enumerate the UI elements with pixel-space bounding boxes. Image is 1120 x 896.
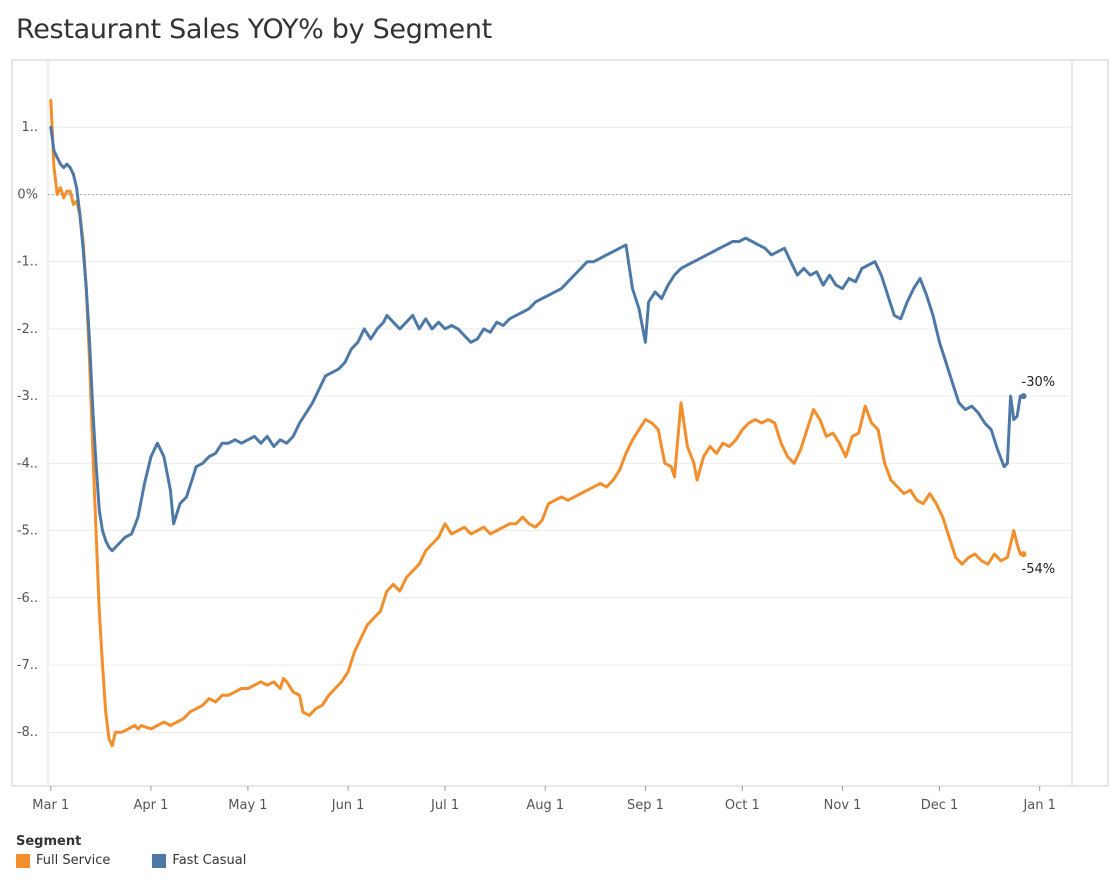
legend-swatch-full-service bbox=[16, 853, 30, 868]
gridlines bbox=[48, 126, 1072, 733]
y-tick-label: 0% bbox=[17, 187, 38, 202]
legend-label-fast-casual: Fast Casual bbox=[172, 853, 247, 868]
x-tick-label: Mar 1 bbox=[32, 798, 69, 813]
end-labels: -54% -30% bbox=[1022, 375, 1056, 577]
y-tick-label: -8.. bbox=[17, 725, 38, 740]
legend-item-full-service[interactable]: Full Service bbox=[16, 853, 110, 868]
x-tick-label: Aug 1 bbox=[526, 798, 564, 813]
x-tick-label: Jul 1 bbox=[430, 798, 459, 813]
series-lines bbox=[49, 98, 1027, 748]
x-tick-label: Nov 1 bbox=[824, 798, 862, 813]
legend: Segment Full Service Fast Casual bbox=[16, 834, 246, 868]
x-axis: Mar 1 Apr 1 May 1 Jun 1 Jul 1 Aug 1 Sep 1 Oct 1… bbox=[32, 786, 1056, 813]
x-tick-label: Jan 1 bbox=[1022, 798, 1055, 813]
legend-label-full-service: Full Service bbox=[36, 853, 111, 868]
legend-swatch-fast-casual bbox=[152, 853, 167, 868]
end-point-full-service[interactable] bbox=[1020, 551, 1027, 558]
legend-title: Segment bbox=[16, 834, 82, 849]
y-tick-label: 1.. bbox=[21, 120, 38, 135]
y-tick-label: -7.. bbox=[17, 658, 38, 673]
series-line-full-service[interactable] bbox=[49, 98, 1025, 748]
end-label-full-service: -54% bbox=[1022, 562, 1056, 577]
y-tick-label: -3.. bbox=[17, 389, 38, 404]
x-tick-label: Oct 1 bbox=[725, 798, 760, 813]
y-tick-label: -4.. bbox=[17, 456, 38, 471]
y-axis: 1.. 0% -1.. -2.. -3.. -4.. -5.. -6.. -7.. -8.. bbox=[17, 120, 38, 740]
y-tick-label: -2.. bbox=[17, 322, 38, 337]
series-line-fast-casual[interactable] bbox=[49, 125, 1025, 553]
x-tick-label: Sep 1 bbox=[627, 798, 664, 813]
y-tick-label: -6.. bbox=[17, 591, 38, 606]
x-tick-label: May 1 bbox=[228, 798, 267, 813]
plot-frame bbox=[11, 59, 1109, 787]
x-tick-label: Apr 1 bbox=[134, 798, 169, 813]
x-tick-label: Dec 1 bbox=[921, 798, 959, 813]
legend-items: Full Service Fast Casual bbox=[16, 853, 246, 868]
legend-item-fast-casual[interactable]: Fast Casual bbox=[152, 853, 246, 868]
chart-title: Restaurant Sales YOY% by Segment bbox=[16, 14, 492, 45]
x-tick-label: Jun 1 bbox=[331, 798, 365, 813]
end-label-fast-casual: -30% bbox=[1022, 375, 1056, 390]
y-tick-label: -1.. bbox=[17, 255, 38, 270]
end-point-fast-casual[interactable] bbox=[1020, 393, 1027, 400]
y-tick-label: -5.. bbox=[17, 524, 38, 539]
